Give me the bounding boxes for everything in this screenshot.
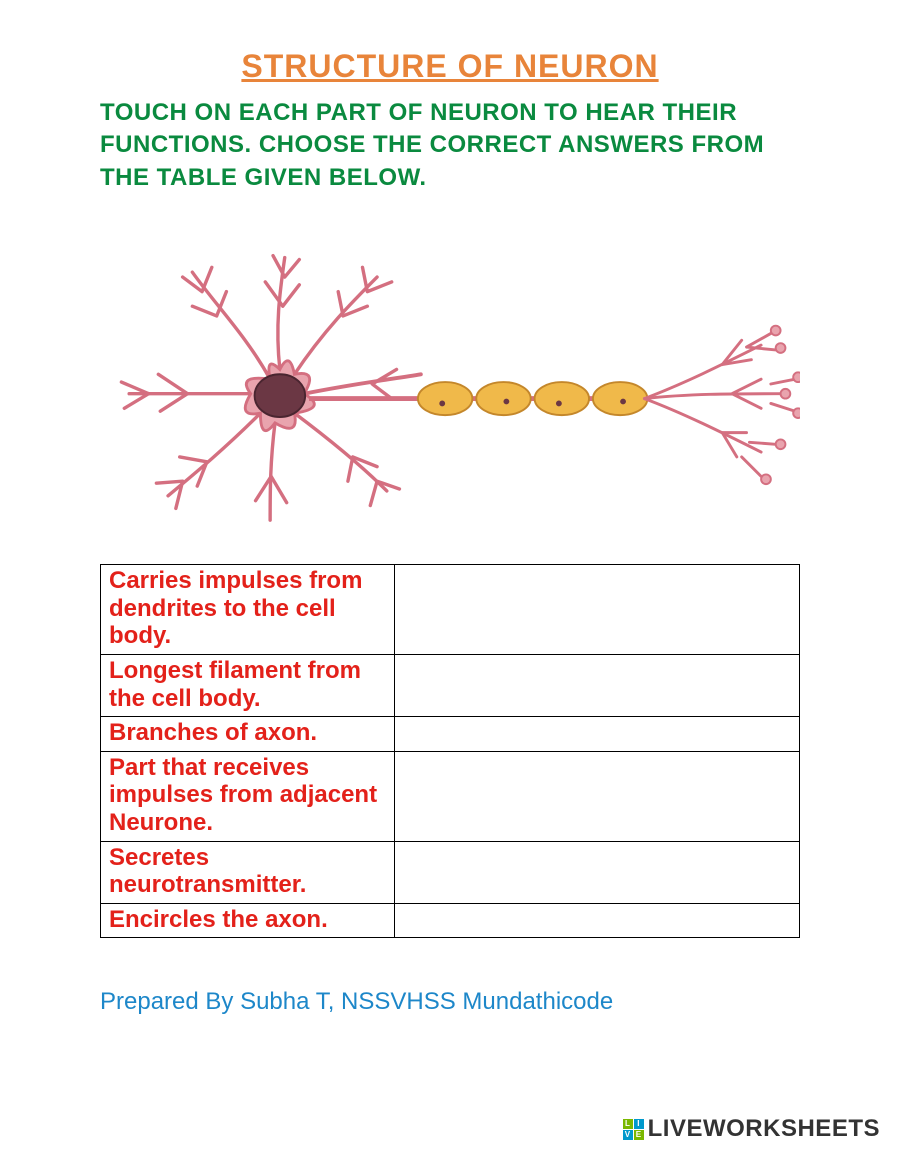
worksheet-page: STRUCTURE OF NEURON TOUCH ON EACH PART O… (0, 0, 900, 1016)
table-row: Encircles the axon. (101, 903, 800, 938)
answer-cell[interactable] (394, 654, 799, 716)
function-description: Part that receives impulses from adjacen… (101, 751, 395, 841)
function-description: Secretes neurotransmitter. (101, 841, 395, 903)
table-row: Secretes neurotransmitter. (101, 841, 800, 903)
answer-cell[interactable] (394, 565, 799, 655)
neuron-diagram[interactable] (100, 234, 800, 534)
function-description: Encircles the axon. (101, 903, 395, 938)
function-description: Carries impulses from dendrites to the c… (101, 565, 395, 655)
function-description: Longest filament from the cell body. (101, 654, 395, 716)
answer-cell[interactable] (394, 903, 799, 938)
answer-cell[interactable] (394, 717, 799, 752)
instructions-text: TOUCH ON EACH PART OF NEURON TO HEAR THE… (100, 97, 800, 194)
watermark-text: LIVEWORKSHEETS (648, 1115, 880, 1143)
axon-terminals-group (644, 334, 795, 477)
answer-cell[interactable] (394, 841, 799, 903)
table-row: Part that receives impulses from adjacen… (101, 751, 800, 841)
table-row: Carries impulses from dendrites to the c… (101, 565, 800, 655)
table-row: Longest filament from the cell body. (101, 654, 800, 716)
table-row: Branches of axon. (101, 717, 800, 752)
page-title: STRUCTURE OF NEURON (100, 48, 800, 85)
function-description: Branches of axon. (101, 717, 395, 752)
answer-cell[interactable] (394, 751, 799, 841)
prepared-by-text: Prepared By Subha T, NSSVHSS Mundathicod… (100, 988, 800, 1016)
watermark: L I V E LIVEWORKSHEETS (623, 1115, 880, 1143)
answer-table: Carries impulses from dendrites to the c… (100, 564, 800, 938)
neuron-svg (100, 234, 800, 534)
watermark-icon: L I V E (623, 1119, 644, 1140)
